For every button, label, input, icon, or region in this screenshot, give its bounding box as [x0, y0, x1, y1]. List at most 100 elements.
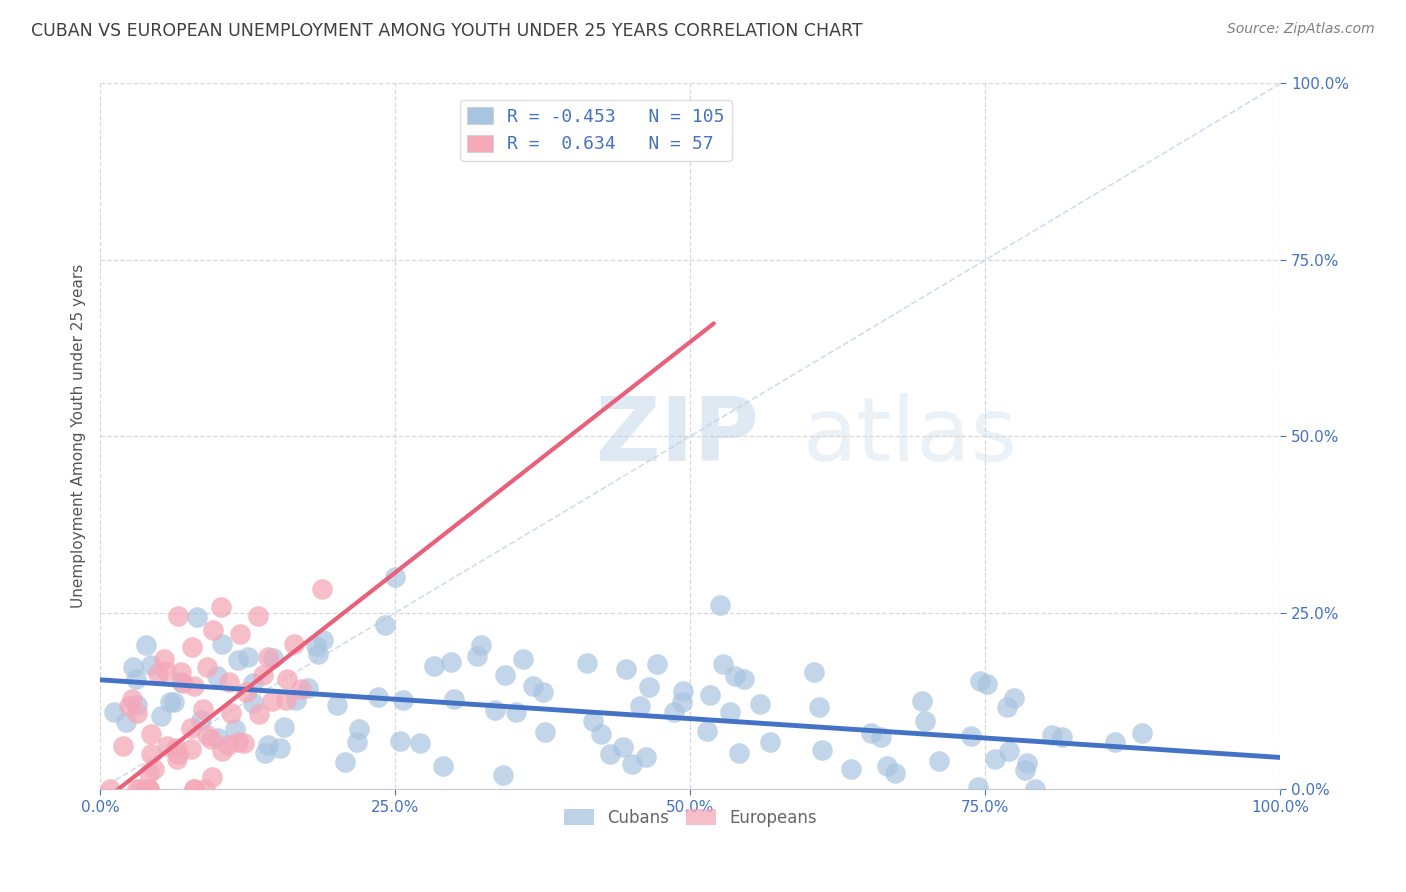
Point: [152, 651, 174, 665]
Point: [235, 685, 257, 699]
Point: [191, 702, 214, 716]
Point: [374, 617, 396, 632]
Point: [638, 680, 661, 694]
Point: [167, 747, 190, 762]
Point: [115, 715, 138, 730]
Point: [531, 684, 554, 698]
Point: [492, 768, 515, 782]
Point: [209, 599, 232, 614]
Point: [470, 638, 492, 652]
Point: [976, 677, 998, 691]
Point: [883, 766, 905, 780]
Point: [269, 741, 291, 756]
Point: [163, 695, 186, 709]
Point: [505, 705, 527, 719]
Point: [207, 731, 229, 745]
Point: [165, 741, 187, 756]
Point: [671, 695, 693, 709]
Point: [312, 632, 335, 647]
Text: ZIP: ZIP: [596, 392, 759, 480]
Point: [242, 676, 264, 690]
Point: [200, 731, 222, 746]
Point: [136, 782, 159, 797]
Point: [484, 703, 506, 717]
Point: [135, 782, 157, 797]
Point: [346, 735, 368, 749]
Point: [139, 747, 162, 761]
Point: [696, 724, 718, 739]
Point: [1050, 730, 1073, 744]
Point: [257, 738, 280, 752]
Point: [998, 744, 1021, 758]
Point: [969, 673, 991, 688]
Text: atlas: atlas: [803, 392, 1018, 480]
Point: [247, 707, 270, 722]
Point: [112, 739, 135, 753]
Point: [195, 728, 218, 742]
Point: [201, 770, 224, 784]
Point: [138, 766, 160, 780]
Point: [582, 714, 605, 729]
Point: [236, 649, 259, 664]
Point: [699, 689, 721, 703]
Point: [172, 676, 194, 690]
Point: [326, 698, 349, 712]
Point: [274, 692, 297, 706]
Point: [928, 754, 950, 768]
Point: [218, 675, 240, 690]
Point: [662, 706, 685, 720]
Point: [1002, 691, 1025, 706]
Point: [749, 697, 772, 711]
Point: [305, 639, 328, 653]
Point: [1024, 782, 1046, 797]
Point: [960, 729, 983, 743]
Point: [333, 755, 356, 769]
Point: [914, 714, 936, 728]
Point: [242, 696, 264, 710]
Y-axis label: Unemployment Among Youth under 25 years: Unemployment Among Youth under 25 years: [72, 264, 86, 608]
Point: [247, 608, 270, 623]
Point: [180, 640, 202, 654]
Point: [984, 752, 1007, 766]
Point: [224, 722, 246, 736]
Point: [811, 742, 834, 756]
Point: [621, 757, 644, 772]
Point: [276, 673, 298, 687]
Point: [211, 744, 233, 758]
Point: [260, 694, 283, 708]
Point: [349, 723, 371, 737]
Point: [219, 706, 242, 721]
Point: [183, 679, 205, 693]
Point: [142, 762, 165, 776]
Point: [1014, 763, 1036, 777]
Point: [122, 660, 145, 674]
Point: [494, 668, 516, 682]
Point: [307, 647, 329, 661]
Text: CUBAN VS EUROPEAN UNEMPLOYMENT AMONG YOUTH UNDER 25 YEARS CORRELATION CHART: CUBAN VS EUROPEAN UNEMPLOYMENT AMONG YOU…: [31, 22, 862, 40]
Point: [443, 692, 465, 706]
Point: [534, 725, 557, 739]
Point: [1130, 725, 1153, 739]
Legend: Cubans, Europeans: Cubans, Europeans: [557, 803, 824, 834]
Point: [252, 668, 274, 682]
Point: [139, 727, 162, 741]
Point: [211, 637, 233, 651]
Point: [384, 570, 406, 584]
Point: [1015, 756, 1038, 771]
Point: [1104, 735, 1126, 749]
Point: [125, 672, 148, 686]
Point: [226, 653, 249, 667]
Point: [141, 657, 163, 672]
Point: [254, 746, 277, 760]
Point: [195, 659, 218, 673]
Point: [202, 623, 225, 637]
Point: [156, 739, 179, 753]
Point: [180, 742, 202, 756]
Point: [911, 694, 934, 708]
Point: [138, 782, 160, 797]
Point: [183, 782, 205, 797]
Point: [226, 734, 249, 748]
Point: [256, 649, 278, 664]
Point: [672, 684, 695, 698]
Point: [422, 658, 444, 673]
